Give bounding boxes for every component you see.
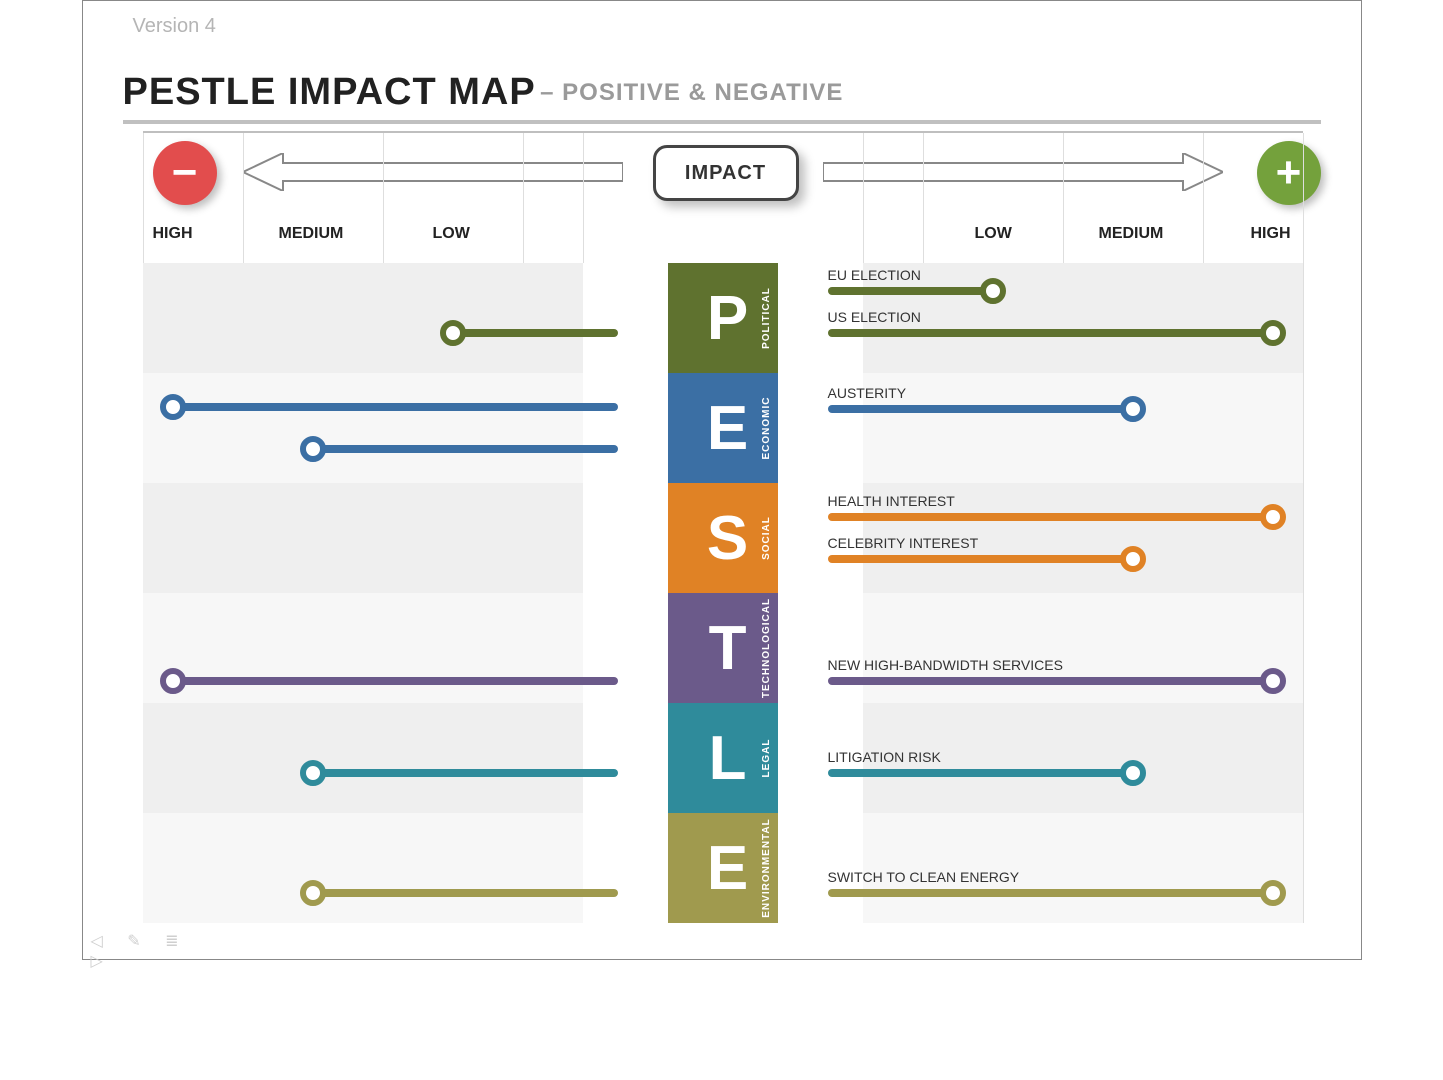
impact-bar-label: LITIGATION RISK xyxy=(828,749,941,765)
impact-bar-label: CELEBRITY INTEREST xyxy=(828,535,979,551)
category-legal: L LEGAL xyxy=(668,703,778,813)
row-legal: LLEGALNEW IMPORT LAWSLITIGATION RISK xyxy=(143,703,1303,813)
axis-neg-high: HIGH xyxy=(153,225,193,243)
row-political: PPOLITICALCONFLICTEU ELECTIONUS ELECTION xyxy=(143,263,1303,373)
row-environmental: EENVIRONMENTALRECYCLED MATERIAL IN DEMAN… xyxy=(143,813,1303,923)
arrow-right-icon xyxy=(823,153,1223,191)
title-rule xyxy=(123,120,1321,124)
category-label: ENVIRONMENTAL xyxy=(761,818,772,917)
version-label: Version 4 xyxy=(133,15,216,38)
impact-bar-label: SWITCH TO CLEAN ENERGY xyxy=(828,869,1020,885)
category-technological: T TECHNOLOGICAL xyxy=(668,593,778,703)
category-letter: E xyxy=(697,833,748,904)
category-letter: T xyxy=(699,613,747,684)
axis-pos-medium: MEDIUM xyxy=(1099,225,1164,243)
footer-nav-icons[interactable]: ◁ ✎ ≣ ▷ xyxy=(91,931,211,953)
slide-canvas: Version 4 PESTLE IMPACT MAP – POSITIVE &… xyxy=(82,0,1362,960)
category-label: SOCIAL xyxy=(761,516,772,560)
category-label: LEGAL xyxy=(761,739,772,778)
category-label: TECHNOLOGICAL xyxy=(761,598,772,698)
category-economic: E ECONOMIC xyxy=(668,373,778,483)
category-political: P POLITICAL xyxy=(668,263,778,373)
impact-bar-label: HEALTH INTEREST xyxy=(828,493,955,509)
category-environmental: E ENVIRONMENTAL xyxy=(668,813,778,923)
arrow-left-icon xyxy=(243,153,623,191)
axis-neg-medium: MEDIUM xyxy=(279,225,344,243)
title: PESTLE IMPACT MAP – POSITIVE & NEGATIVE xyxy=(123,71,1321,124)
category-letter: P xyxy=(697,283,748,354)
category-label: POLITICAL xyxy=(761,287,772,349)
category-letter: S xyxy=(697,503,748,574)
impact-bar-label: NEW HIGH-BANDWIDTH SERVICES xyxy=(828,657,1063,673)
impact-bar-label: US ELECTION xyxy=(828,309,921,325)
category-label: ECONOMIC xyxy=(761,397,772,460)
plus-icon: + xyxy=(1257,141,1321,205)
axis-pos-low: LOW xyxy=(975,225,1012,243)
gridline xyxy=(1303,133,1304,923)
category-letter: L xyxy=(699,723,747,794)
impact-bar-label: EU ELECTION xyxy=(828,267,921,283)
axis-pos-high: HIGH xyxy=(1251,225,1291,243)
impact-bar-label: AUSTERITY xyxy=(828,385,907,401)
row-technological: TTECHNOLOGICALLEGACY PLATFORM EXPIRATION… xyxy=(143,593,1303,703)
row-economic: EECONOMICINTEREST RATE RISEEXPECTATION F… xyxy=(143,373,1303,483)
minus-icon: − xyxy=(153,141,217,205)
axis-labels: HIGH MEDIUM LOW LOW MEDIUM HIGH xyxy=(143,225,1303,245)
category-letter: E xyxy=(697,393,748,464)
category-social: S SOCIAL xyxy=(668,483,778,593)
title-subtitle: – POSITIVE & NEGATIVE xyxy=(540,79,843,106)
title-main: PESTLE IMPACT MAP xyxy=(123,71,536,113)
row-social: S SOCIAL HEALTH INTEREST CELEBRITY INTEREST xyxy=(143,483,1303,593)
impact-chart: − + IMPACT HIGH MEDIUM LOW LOW MEDIUM HI… xyxy=(143,131,1303,923)
axis-neg-low: LOW xyxy=(433,225,470,243)
impact-pill: IMPACT xyxy=(653,145,799,201)
